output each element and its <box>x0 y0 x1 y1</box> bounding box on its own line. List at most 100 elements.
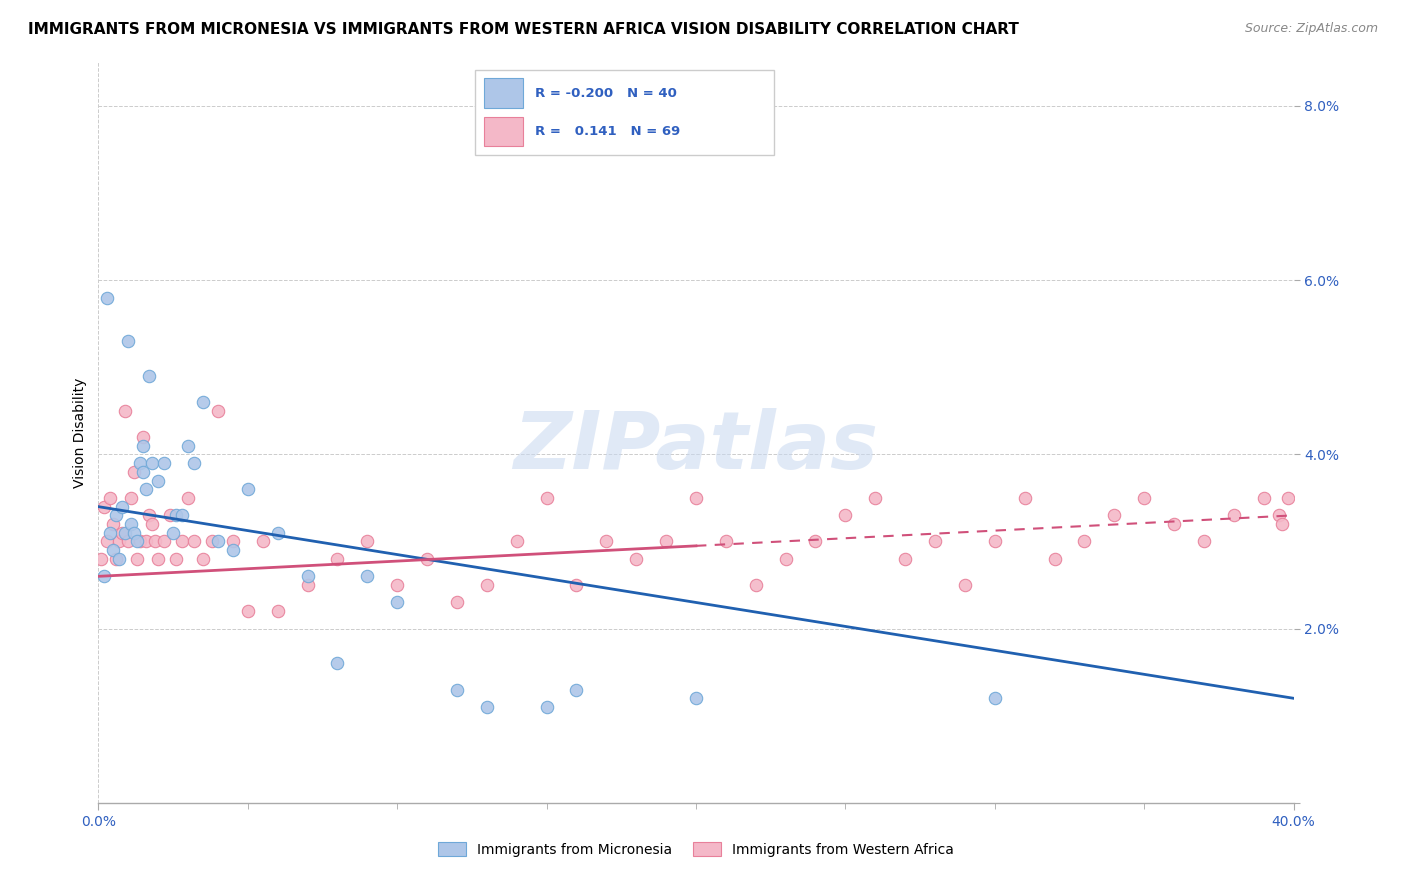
Point <box>93 569 115 583</box>
Point <box>153 534 176 549</box>
Point <box>222 543 245 558</box>
Point <box>745 578 768 592</box>
Point <box>953 578 976 592</box>
Point <box>132 439 155 453</box>
Point <box>165 552 187 566</box>
Point <box>177 439 200 453</box>
Point <box>105 552 128 566</box>
Point <box>207 534 229 549</box>
Point <box>114 404 136 418</box>
Point <box>1133 491 1156 505</box>
Point <box>103 543 125 558</box>
Point <box>207 404 229 418</box>
Point <box>108 552 131 566</box>
Point <box>132 465 155 479</box>
Point <box>1073 534 1095 549</box>
Point <box>804 534 827 549</box>
Point <box>326 657 349 671</box>
Point <box>132 430 155 444</box>
Point <box>127 552 149 566</box>
Point <box>143 534 166 549</box>
Text: Source: ZipAtlas.com: Source: ZipAtlas.com <box>1244 22 1378 36</box>
Point <box>114 525 136 540</box>
Point <box>446 595 468 609</box>
Point <box>111 500 134 514</box>
Point <box>385 578 409 592</box>
Point <box>108 534 131 549</box>
Point <box>416 552 439 566</box>
Point <box>536 700 558 714</box>
Legend: Immigrants from Micronesia, Immigrants from Western Africa: Immigrants from Micronesia, Immigrants f… <box>433 837 959 863</box>
Point <box>685 491 707 505</box>
Point <box>172 508 194 523</box>
Point <box>595 534 617 549</box>
Point <box>1277 491 1299 505</box>
Point <box>135 482 157 496</box>
Point <box>714 534 737 549</box>
Point <box>96 291 118 305</box>
Point <box>124 465 146 479</box>
Point <box>93 500 115 514</box>
Text: ZIPatlas: ZIPatlas <box>513 409 879 486</box>
Point <box>685 691 707 706</box>
Point <box>135 534 157 549</box>
Point <box>834 508 856 523</box>
Point <box>96 534 118 549</box>
Point <box>177 491 200 505</box>
Point <box>162 525 184 540</box>
Point <box>98 525 122 540</box>
Point <box>138 508 160 523</box>
Point <box>117 534 139 549</box>
Point <box>1014 491 1036 505</box>
Point <box>120 517 142 532</box>
Point <box>1271 517 1294 532</box>
Point <box>446 682 468 697</box>
Point <box>117 334 139 348</box>
Point <box>138 369 160 384</box>
Point <box>385 595 409 609</box>
Text: IMMIGRANTS FROM MICRONESIA VS IMMIGRANTS FROM WESTERN AFRICA VISION DISABILITY C: IMMIGRANTS FROM MICRONESIA VS IMMIGRANTS… <box>28 22 1019 37</box>
Point <box>356 534 378 549</box>
Point <box>1104 508 1126 523</box>
Point <box>165 508 187 523</box>
Point <box>626 552 648 566</box>
Point <box>894 552 917 566</box>
Point <box>111 525 134 540</box>
Point <box>183 534 205 549</box>
Point <box>1192 534 1215 549</box>
Point <box>1253 491 1275 505</box>
Point <box>506 534 529 549</box>
Point <box>655 534 678 549</box>
Point <box>475 700 498 714</box>
Point <box>252 534 274 549</box>
Point <box>103 517 125 532</box>
Point <box>159 508 181 523</box>
Point <box>141 456 163 470</box>
Point <box>475 578 498 592</box>
Point <box>120 491 142 505</box>
Point <box>326 552 349 566</box>
Point <box>201 534 224 549</box>
Point <box>865 491 887 505</box>
Point <box>222 534 245 549</box>
Point <box>267 525 290 540</box>
Point <box>924 534 946 549</box>
Point <box>124 525 146 540</box>
Point <box>148 552 170 566</box>
Point <box>90 552 112 566</box>
Point <box>1043 552 1066 566</box>
Point <box>129 456 152 470</box>
Point <box>1223 508 1246 523</box>
Point <box>984 534 1007 549</box>
Point <box>536 491 558 505</box>
Y-axis label: Vision Disability: Vision Disability <box>73 377 87 488</box>
Point <box>297 578 319 592</box>
Point <box>1267 508 1289 523</box>
Point <box>984 691 1007 706</box>
Point <box>98 491 122 505</box>
Point <box>267 604 290 618</box>
Point <box>148 474 170 488</box>
Point <box>141 517 163 532</box>
Point <box>356 569 378 583</box>
Point <box>565 578 588 592</box>
